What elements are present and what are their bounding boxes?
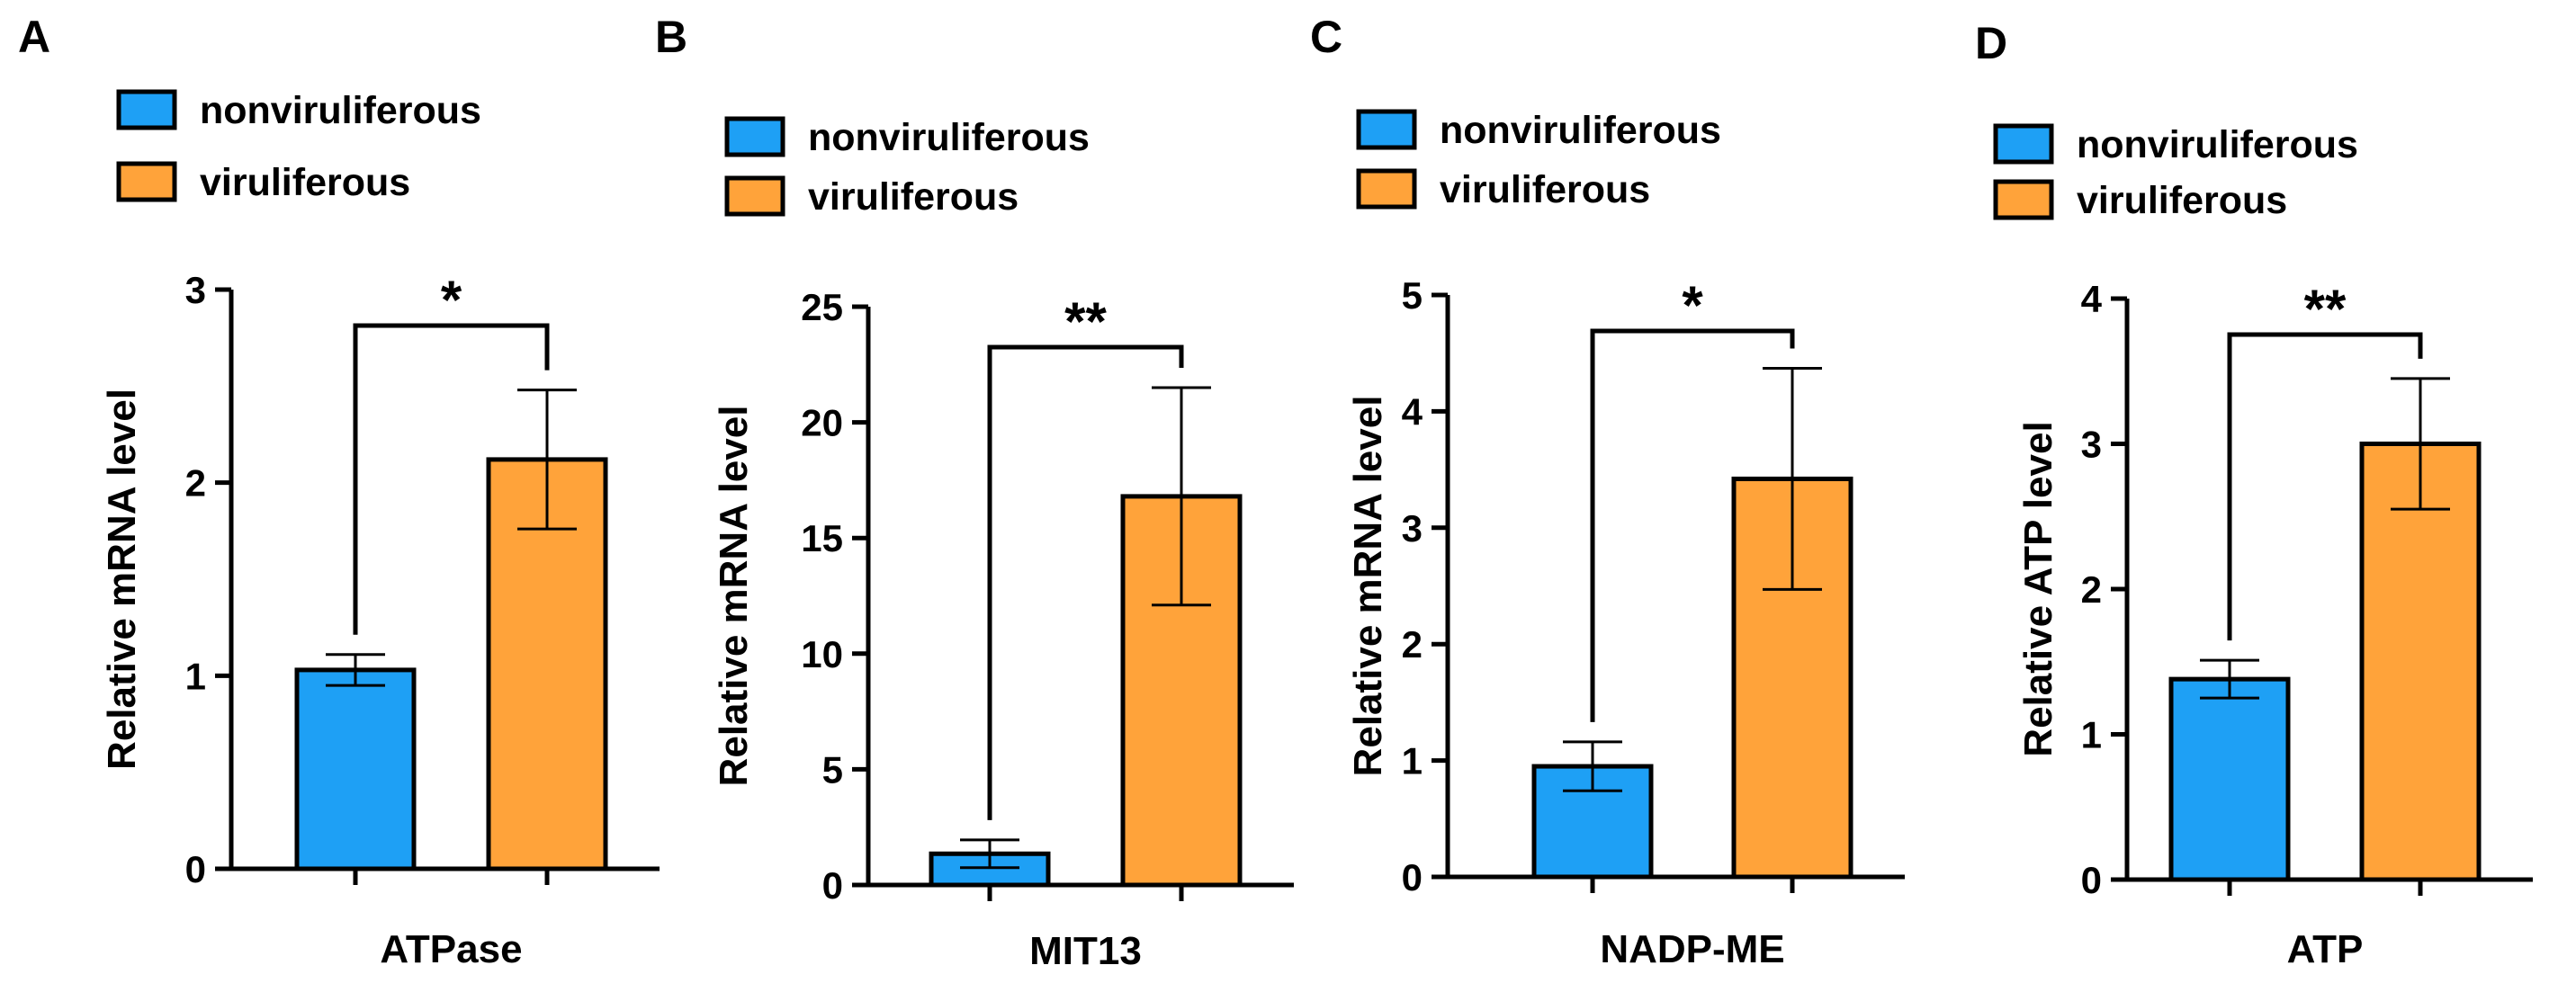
y-tick-label: 1 (2081, 714, 2102, 756)
legend-label: viruliferous (1440, 168, 1650, 211)
legend-swatch-viruliferous (1993, 179, 2054, 220)
panel-letter: D (1975, 18, 2007, 68)
y-tick-label: 3 (1402, 507, 1423, 550)
legend-swatch-viruliferous (116, 161, 177, 202)
y-axis-label: Relative mRNA level (712, 406, 756, 787)
significance-marker: ** (2304, 279, 2347, 339)
y-tick-label: 5 (822, 748, 843, 791)
significance-marker: * (441, 270, 462, 330)
y-tick-label: 0 (1402, 856, 1423, 898)
panel-letter: B (655, 12, 687, 62)
y-tick-label: 25 (801, 286, 843, 328)
y-tick-label: 3 (185, 269, 206, 311)
y-tick-label: 2 (185, 462, 206, 505)
significance-bracket (987, 344, 1184, 820)
x-axis-label: MIT13 (1029, 929, 1142, 973)
y-tick-label: 10 (801, 633, 843, 675)
x-axis-label: ATPase (380, 927, 522, 971)
bar-viruliferous (2359, 442, 2482, 882)
significance-marker: * (1682, 275, 1703, 335)
legend-label: nonviruliferous (200, 89, 481, 132)
legend-swatch-viruliferous (1356, 168, 1417, 210)
legend-label: viruliferous (200, 161, 410, 204)
y-tick-label: 0 (2081, 859, 2102, 901)
legend-label: nonviruliferous (808, 116, 1090, 159)
y-tick-label: 3 (2081, 424, 2102, 466)
y-axis-label: Relative ATP level (2016, 421, 2060, 756)
panel-letter: C (1310, 12, 1342, 62)
y-tick-label: 1 (1402, 740, 1423, 782)
significance-bracket (1590, 328, 1795, 722)
x-axis-label: NADP-ME (1600, 927, 1784, 971)
y-tick-label: 20 (801, 402, 843, 444)
y-tick-label: 4 (1402, 390, 1423, 433)
legend-label: nonviruliferous (1440, 109, 1721, 152)
legend-swatch-viruliferous (724, 175, 785, 217)
legend-swatch-nonviruliferous (1356, 109, 1417, 150)
y-tick-label: 1 (185, 655, 206, 697)
legend-label: nonviruliferous (2077, 123, 2358, 166)
y-tick-label: 0 (822, 864, 843, 907)
y-tick-label: 15 (801, 517, 843, 559)
panel-letter: A (18, 12, 50, 62)
legend-swatch-nonviruliferous (724, 116, 785, 157)
y-axis-label: Relative mRNA level (100, 389, 144, 770)
bar-nonviruliferous (294, 667, 417, 871)
y-tick-label: 0 (185, 848, 206, 890)
y-tick-label: 5 (1402, 274, 1423, 317)
y-tick-label: 2 (1402, 623, 1423, 666)
y-tick-label: 2 (2081, 568, 2102, 611)
legend-label: viruliferous (808, 175, 1019, 219)
significance-marker: ** (1064, 291, 1107, 352)
y-tick-label: 4 (2081, 278, 2103, 320)
x-axis-label: ATP (2287, 927, 2364, 971)
bar-nonviruliferous (2168, 676, 2291, 882)
legend-swatch-nonviruliferous (1993, 123, 2054, 165)
y-axis-label: Relative mRNA level (1346, 396, 1390, 777)
significance-bracket (2227, 332, 2423, 641)
significance-bracket (353, 323, 550, 635)
legend-label: viruliferous (2077, 179, 2287, 222)
legend-swatch-nonviruliferous (116, 89, 177, 130)
